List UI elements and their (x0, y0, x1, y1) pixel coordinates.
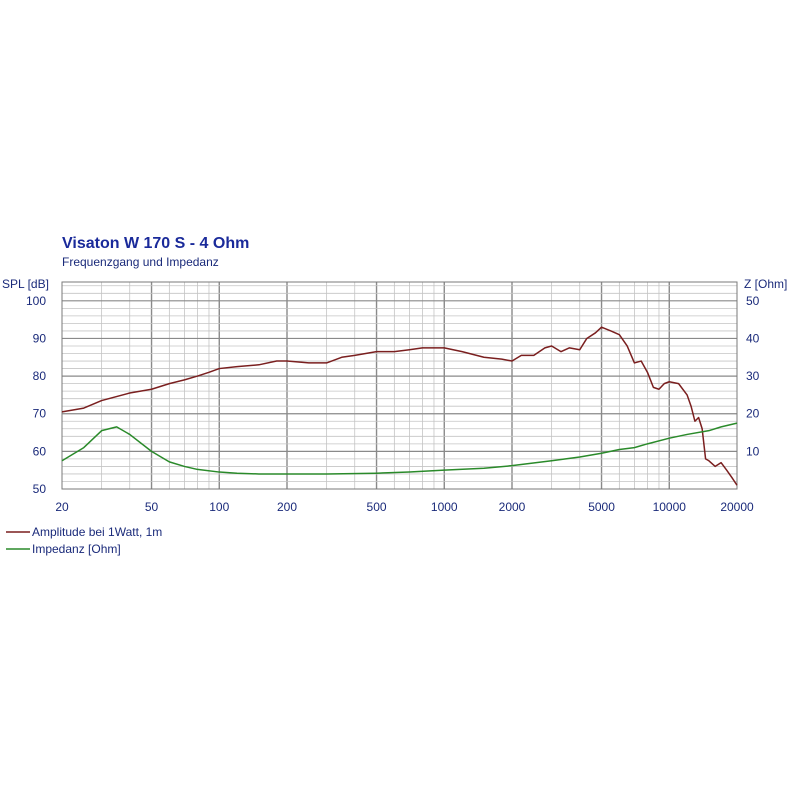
y-left-tick-label: 90 (33, 331, 47, 345)
legend-label-impedance: Impedanz [Ohm] (32, 542, 121, 556)
y-left-tick-label: 70 (33, 407, 47, 421)
y-left-tick-label: 80 (33, 369, 47, 383)
chart-title: Visaton W 170 S - 4 Ohm (62, 235, 249, 252)
legend-label-amplitude: Amplitude bei 1Watt, 1m (32, 525, 162, 539)
y-right-tick-label: 30 (746, 369, 760, 383)
y-left-tick-label: 100 (26, 294, 46, 308)
legend: Amplitude bei 1Watt, 1m Impedanz [Ohm] (6, 525, 162, 556)
plot-frame (61, 281, 738, 490)
x-tick-label: 50 (145, 500, 159, 514)
y-right-tick-label: 50 (746, 294, 760, 308)
chart-subtitle: Frequenzgang und Impedanz (62, 255, 219, 269)
x-tick-label: 500 (367, 500, 387, 514)
y-right-tick-label: 40 (746, 331, 760, 345)
series-line-amplitude (61, 326, 738, 486)
x-tick-label: 20000 (720, 500, 754, 514)
x-tick-label: 100 (209, 500, 229, 514)
y-left-tick-label: 50 (33, 482, 47, 496)
x-tick-label: 2000 (499, 500, 526, 514)
y-axis-right-label: Z [Ohm] (744, 277, 787, 291)
y-axis-left-label: SPL [dB] (2, 277, 49, 291)
series-line-impedance (61, 422, 738, 475)
x-tick-label: 10000 (653, 500, 687, 514)
y-right-tick-label: 20 (746, 407, 760, 421)
y-left-tick-label: 60 (33, 444, 47, 458)
x-tick-label: 200 (277, 500, 297, 514)
series-lines (61, 326, 738, 486)
grid (62, 282, 737, 489)
x-tick-label: 1000 (431, 500, 458, 514)
y-right-tick-label: 10 (746, 444, 760, 458)
x-tick-label: 5000 (588, 500, 615, 514)
tick-labels: 20 50 100 200 500 1000 2000 5000 10000 20000 50 60 7… (26, 294, 760, 514)
x-tick-label: 20 (55, 500, 69, 514)
